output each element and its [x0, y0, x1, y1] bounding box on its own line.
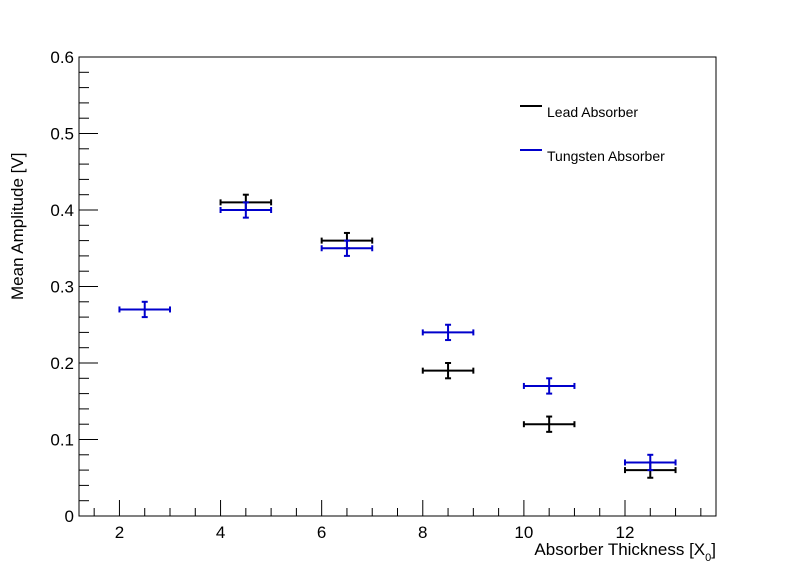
data-point [624, 453, 677, 472]
data-points [118, 193, 677, 479]
data-point [421, 323, 475, 342]
legend-label: Lead Absorber [547, 104, 638, 120]
x-axis-label-close: ] [711, 540, 716, 559]
y-tick-label: 0 [65, 507, 74, 526]
data-point [118, 300, 171, 319]
x-tick-label: 8 [418, 523, 427, 542]
plot-frame [78, 56, 717, 517]
x-tick-label: 4 [216, 523, 225, 542]
legend: Lead Absorber Tungsten Absorber [520, 104, 665, 164]
x-tick-label: 10 [514, 523, 533, 542]
axis-tick-labels: 2 4 6 8 10 12 0 0.1 0.2 0.3 0.4 0.5 0.6 [50, 48, 634, 542]
x-axis-label-main: Absorber Thickness [X [534, 540, 706, 559]
y-tick-label: 0.2 [50, 354, 74, 373]
y-tick-label: 0.5 [50, 125, 74, 144]
y-tick-label: 0.6 [50, 48, 74, 67]
x-tick-label: 2 [115, 523, 124, 542]
y-tick-label: 0.3 [50, 278, 74, 297]
x-tick-label: 12 [616, 523, 635, 542]
data-point [522, 415, 576, 433]
x-axis-label-subscript: 0 [705, 552, 712, 564]
series-1 [118, 201, 677, 472]
y-tick-label: 0.1 [50, 431, 74, 450]
y-tick-label: 0.4 [50, 201, 74, 220]
axis-ticks [79, 56, 702, 517]
data-point [320, 239, 374, 257]
legend-label: Tungsten Absorber [547, 148, 665, 164]
x-tick-label: 6 [317, 523, 326, 542]
x-axis-label: Absorber Thickness [X0] [534, 540, 716, 564]
y-axis-label: Mean Amplitude [V] [8, 152, 27, 300]
data-point [219, 201, 273, 219]
data-point [522, 377, 576, 395]
data-point [421, 362, 475, 380]
